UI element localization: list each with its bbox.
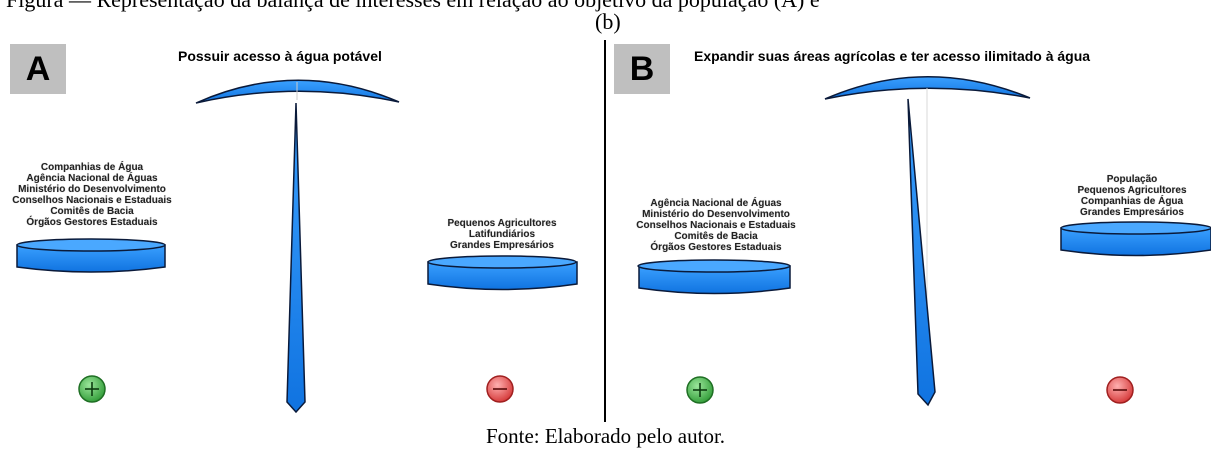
group-item: Órgãos Gestores Estaduais [26,217,158,228]
group-item: Ministério do Desenvolvimento [18,184,166,195]
left-pan-b [637,259,791,295]
left-group-list-a: Companhias de Água Agência Nacional de Á… [12,162,172,228]
beam-b [824,76,1031,100]
left-pan-a [16,238,166,273]
group-item: Companhias de Água [40,162,144,173]
sub-label: (b) [595,9,621,34]
group-item: Conselhos Nacionais e Estaduais [12,195,172,206]
group-item: Grandes Empresários [1080,207,1184,218]
group-item: Agência Nacional de Águas [26,173,158,184]
right-group-list-a: Pequenos Agricultores Latifundiários Gra… [447,218,556,251]
source-note: Fonte: Elaborado pelo autor. [485,424,726,448]
group-item: Comitês de Bacia [50,206,134,217]
balance-scale-a [16,79,578,414]
group-item: Grandes Empresários [450,240,554,251]
group-item: Pequenos Agricultores [1077,185,1187,196]
pointer-b [907,98,936,407]
group-item: Companhias de Água [1080,196,1184,207]
pointer-a [286,102,306,414]
right-pan-b [1060,221,1211,257]
minus-circle-icon [486,375,514,403]
figure-caption-text: Figura — Representação da balança de int… [6,0,820,12]
beam-a [195,79,400,104]
panel-title-b: Expandir suas áreas agrícolas e ter aces… [694,48,1091,64]
group-item: Pequenos Agricultores [447,218,557,229]
minus-circle-icon [1106,376,1134,404]
group-item: Órgãos Gestores Estaduais [650,242,782,253]
panel-letter-b: B [614,44,670,94]
group-item: Latifundiários [468,229,536,240]
group-item: População [1106,174,1158,185]
plus-circle-icon [686,376,714,404]
panel-title-a: Possuir acesso à água potável [178,48,382,64]
panel-a: A Possuir acesso à água potável [0,0,604,430]
figure-caption-clipped: Figura — Representação da balança de int… [0,0,1211,12]
left-group-list-b: Agência Nacional de Águas Ministério do … [636,198,796,253]
balance-scale-b [637,76,1211,407]
panel-divider [604,40,606,422]
plus-circle-icon [78,375,106,403]
panel-letter-a: A [10,44,66,94]
group-item: Ministério do Desenvolvimento [642,209,790,220]
group-item: Agência Nacional de Águas [650,198,782,209]
panel-b: B Expandir suas áreas agrícolas e ter ac… [606,0,1211,430]
right-pan-a [427,255,578,291]
group-item: Comitês de Bacia [674,231,758,242]
group-item: Conselhos Nacionais e Estaduais [636,220,796,231]
right-group-list-b: População Pequenos Agricultores Companhi… [1077,174,1186,218]
